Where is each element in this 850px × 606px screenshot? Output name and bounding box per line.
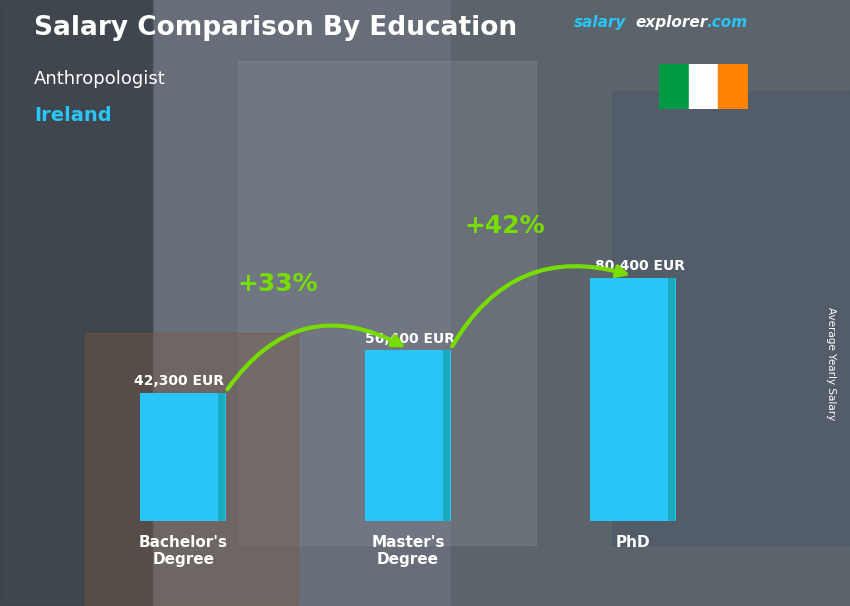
- Bar: [612, 91, 850, 545]
- Bar: [0, 0, 153, 606]
- Text: salary: salary: [574, 15, 626, 30]
- Bar: [218, 393, 225, 521]
- Bar: [659, 64, 688, 109]
- Text: Average Yearly Salary: Average Yearly Salary: [826, 307, 836, 420]
- Bar: [450, 0, 850, 606]
- FancyArrowPatch shape: [228, 325, 401, 389]
- Text: explorer: explorer: [636, 15, 708, 30]
- Bar: [668, 278, 675, 521]
- Bar: [140, 393, 226, 521]
- Text: +42%: +42%: [464, 214, 545, 238]
- Bar: [238, 61, 536, 545]
- Bar: [366, 350, 450, 521]
- Text: 80,400 EUR: 80,400 EUR: [595, 259, 684, 273]
- Bar: [85, 333, 298, 606]
- Text: +33%: +33%: [237, 271, 318, 296]
- Text: .com: .com: [706, 15, 747, 30]
- Bar: [443, 350, 450, 521]
- Bar: [153, 0, 450, 606]
- Bar: [688, 64, 718, 109]
- Text: Ireland: Ireland: [34, 106, 111, 125]
- Text: 42,300 EUR: 42,300 EUR: [133, 375, 224, 388]
- Text: Salary Comparison By Education: Salary Comparison By Education: [34, 15, 517, 41]
- FancyArrowPatch shape: [452, 266, 626, 347]
- Text: 56,400 EUR: 56,400 EUR: [366, 331, 456, 345]
- Bar: [718, 64, 748, 109]
- Text: Anthropologist: Anthropologist: [34, 70, 166, 88]
- Bar: [590, 278, 676, 521]
